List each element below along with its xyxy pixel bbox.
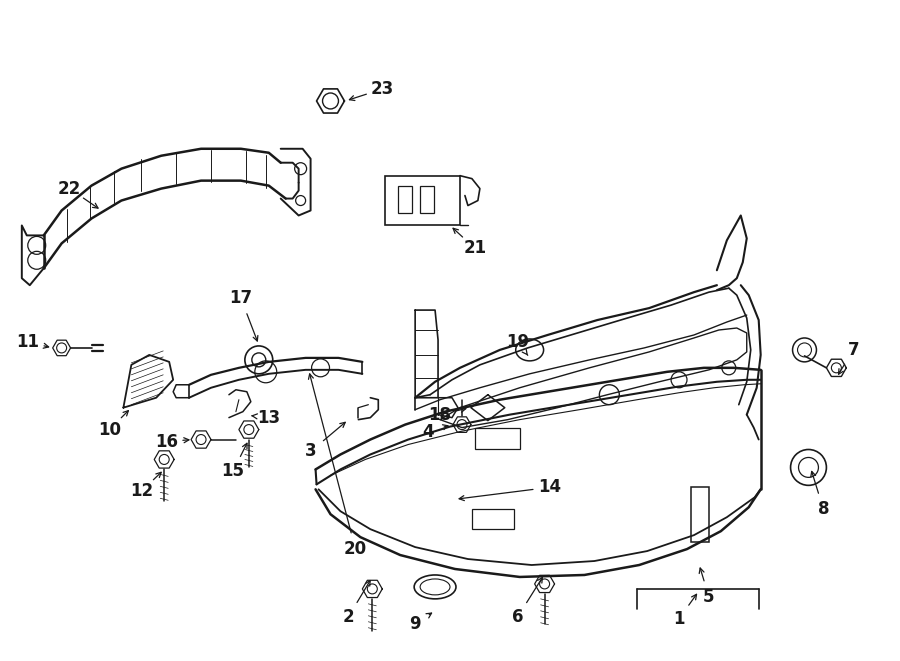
Text: 14: 14 (538, 479, 561, 496)
Text: 12: 12 (130, 483, 153, 500)
Bar (385, 176, 460, 225)
Text: 1: 1 (673, 610, 685, 628)
Text: 10: 10 (98, 420, 121, 439)
Text: 5: 5 (703, 588, 715, 606)
Bar (691, 487, 709, 542)
Bar (398, 186, 412, 214)
Bar (472, 509, 514, 529)
Text: 2: 2 (343, 608, 355, 626)
Text: 18: 18 (428, 406, 452, 424)
Text: 16: 16 (155, 432, 177, 451)
Bar (420, 186, 434, 214)
Text: 3: 3 (305, 442, 317, 461)
Text: 7: 7 (848, 341, 860, 359)
Text: 13: 13 (257, 408, 280, 426)
Text: 15: 15 (221, 463, 245, 481)
Text: 11: 11 (16, 333, 40, 351)
Bar (475, 428, 519, 449)
Text: 23: 23 (371, 80, 394, 98)
Text: 17: 17 (230, 289, 252, 307)
Text: 20: 20 (344, 540, 367, 558)
Text: 22: 22 (58, 180, 81, 198)
Text: 4: 4 (422, 422, 434, 441)
Text: 21: 21 (464, 239, 487, 257)
Text: 19: 19 (506, 333, 529, 351)
Text: 8: 8 (818, 500, 829, 518)
Text: 9: 9 (410, 615, 421, 633)
Text: 6: 6 (512, 608, 524, 626)
